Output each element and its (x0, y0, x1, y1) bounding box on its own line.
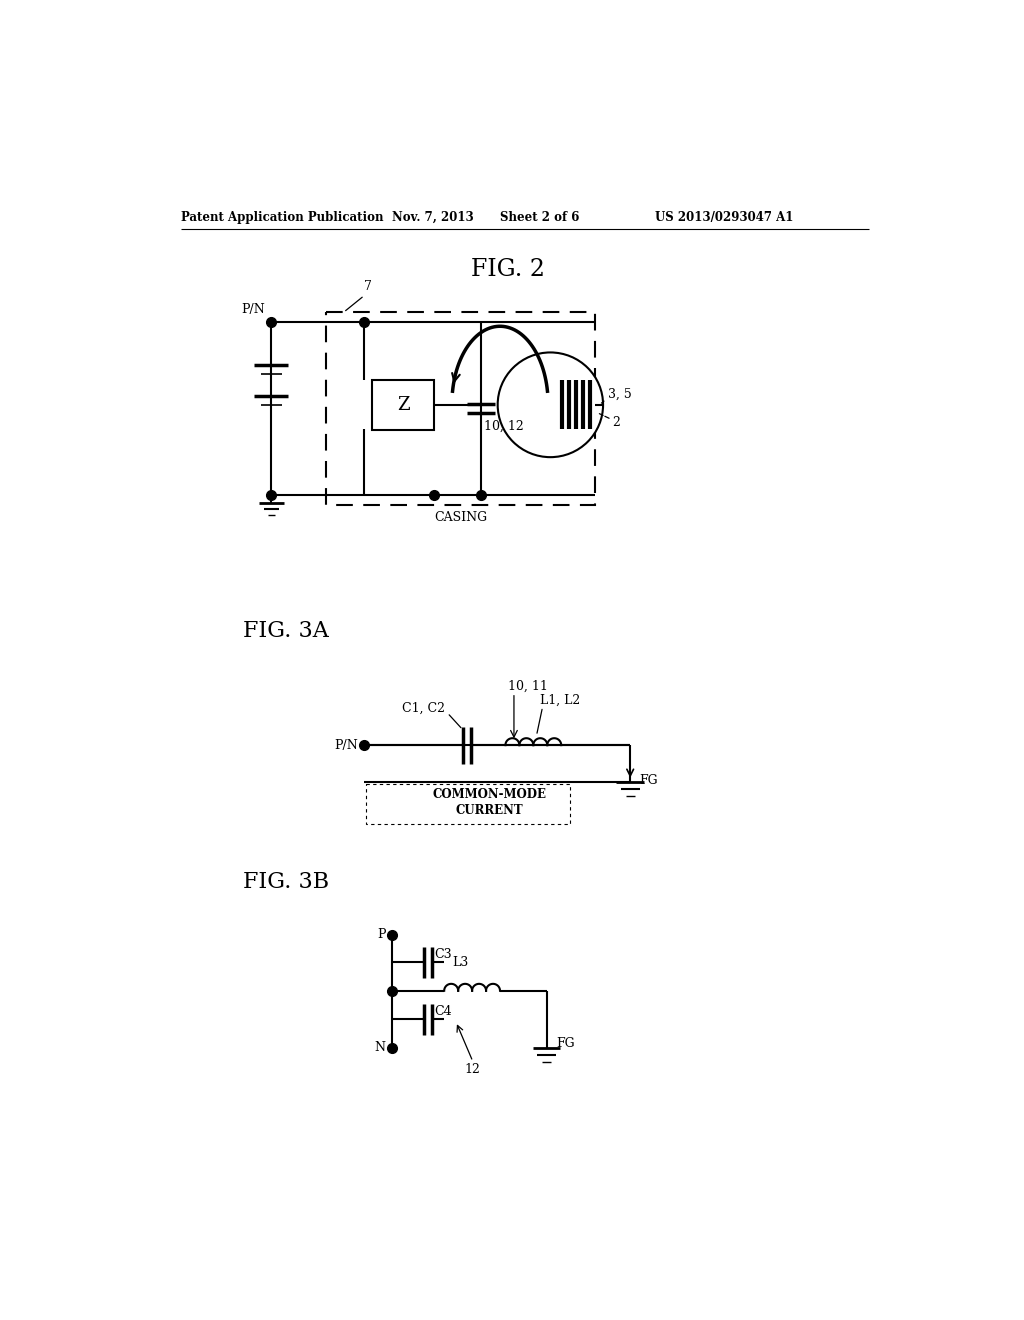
Text: FIG. 3A: FIG. 3A (243, 620, 329, 643)
Text: 10, 11: 10, 11 (508, 680, 548, 693)
Text: Patent Application Publication: Patent Application Publication (180, 211, 383, 224)
Text: CASING: CASING (434, 511, 487, 524)
Text: 7: 7 (365, 280, 373, 293)
Text: C3: C3 (434, 948, 452, 961)
Text: FG: FG (556, 1038, 574, 1051)
Bar (366, 784, 569, 825)
Text: Nov. 7, 2013: Nov. 7, 2013 (391, 211, 473, 224)
Text: Sheet 2 of 6: Sheet 2 of 6 (500, 211, 580, 224)
Text: 12: 12 (465, 1063, 481, 1076)
Text: FIG. 3B: FIG. 3B (243, 871, 329, 892)
Bar (326, 313, 595, 506)
Bar (372, 380, 434, 430)
Text: P: P (377, 928, 385, 941)
Text: P/N: P/N (335, 739, 358, 751)
Text: L1, L2: L1, L2 (541, 693, 581, 706)
Text: COMMON-MODE: COMMON-MODE (432, 788, 546, 801)
Text: CURRENT: CURRENT (456, 804, 523, 817)
Text: C4: C4 (434, 1005, 452, 1018)
Text: Z: Z (397, 396, 410, 413)
Text: FIG. 2: FIG. 2 (471, 259, 545, 281)
Text: US 2013/0293047 A1: US 2013/0293047 A1 (655, 211, 794, 224)
Text: FG: FG (640, 774, 658, 787)
Text: P/N: P/N (242, 304, 265, 317)
Text: 3, 5: 3, 5 (608, 388, 632, 401)
Text: C1, C2: C1, C2 (402, 701, 445, 714)
Circle shape (498, 352, 603, 457)
Text: L3: L3 (452, 956, 468, 969)
Text: 2: 2 (612, 416, 621, 429)
Text: 10, 12: 10, 12 (484, 420, 524, 433)
Text: N: N (375, 1041, 385, 1055)
